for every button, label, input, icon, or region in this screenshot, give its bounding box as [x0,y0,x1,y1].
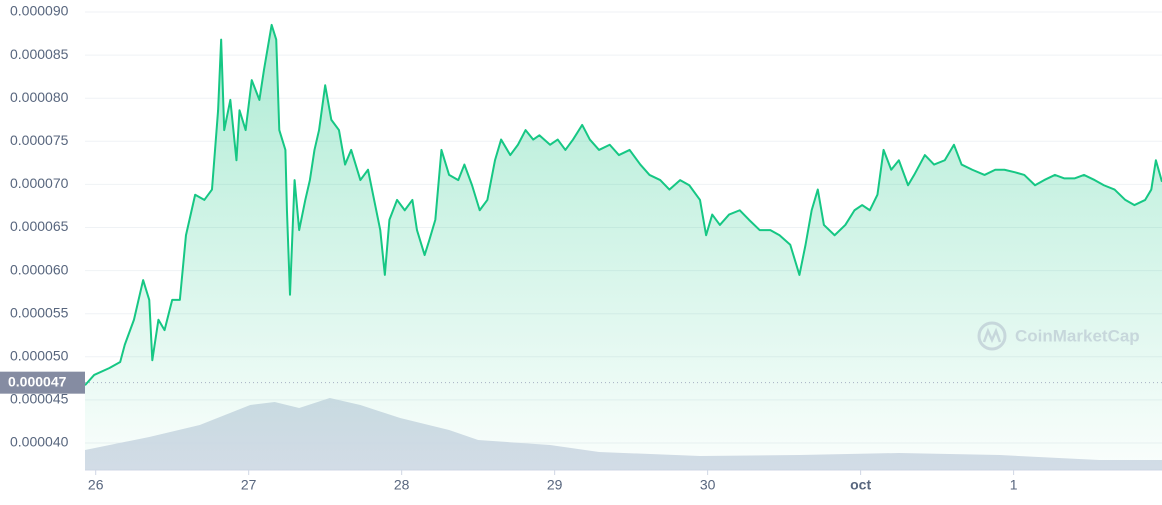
y-tick-label: 0.000065 [10,218,69,234]
y-tick-label: 0.000055 [10,304,69,320]
labels: 0.000040 0.000045 0.000050 0.000055 0.000060… [0,3,1018,493]
x-tick-label: 26 [88,477,104,493]
watermark-logo-mark [982,327,1002,344]
watermark-text: CoinMarketCap [1015,326,1140,345]
price-line [84,23,1162,386]
watermark: CoinMarketCap [977,321,1140,351]
price-area [85,24,1162,471]
x-tick-label: oct [850,477,871,493]
reference-label: 0.000047 [8,373,67,389]
y-tick-label: 0.000080 [10,89,69,105]
x-tick-label: 28 [394,477,410,493]
y-tick-label: 0.000070 [10,175,69,191]
reference-label-box [0,371,85,394]
y-tick-label: 0.000085 [10,46,69,62]
y-tick-label: 0.000090 [10,3,69,19]
plot [84,23,1162,471]
watermark-logo [977,321,1007,351]
x-tick-label: 1 [1010,477,1018,493]
x-tick-label: 29 [547,477,563,493]
y-tick-label: 0.000040 [10,434,69,450]
y-tick-label: 0.000050 [10,348,69,364]
y-tick-label: 0.000045 [10,391,69,407]
x-tick-label: 27 [241,477,257,493]
x-tick-label: 30 [700,477,716,493]
y-tick-label: 0.000075 [10,132,69,148]
y-tick-label: 0.000060 [10,261,69,277]
